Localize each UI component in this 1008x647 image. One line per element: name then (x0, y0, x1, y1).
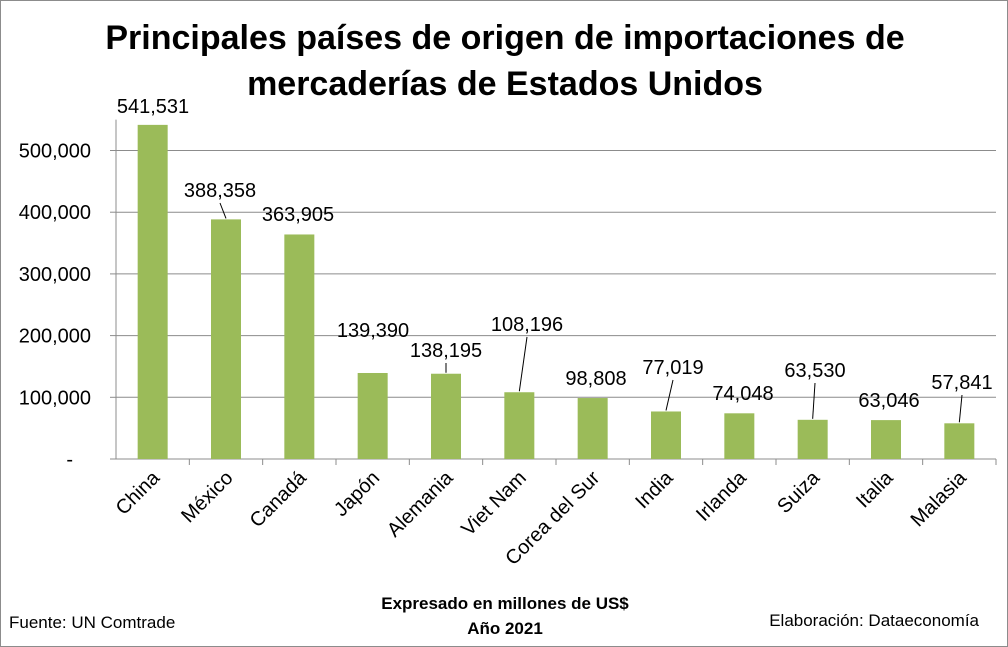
labels: 541,531 China 388,358 México 363,905 Canadá 13… (112, 96, 993, 570)
chart-title-line-1: Principales países de origen de importac… (105, 19, 905, 57)
x-tick-label: Canadá (246, 466, 312, 532)
data-label: 63,530 (784, 360, 845, 382)
x-tick-label: Suiza (773, 466, 825, 518)
x-tick-label: Italia (852, 466, 898, 512)
data-label: 363,905 (262, 204, 334, 226)
data-label-leader (958, 394, 963, 423)
y-tick-label: 200,000 (19, 326, 91, 348)
data-label: 541,531 (117, 96, 189, 118)
bar-japón (357, 372, 388, 459)
bar-canadá (284, 234, 315, 459)
x-tick-label: Japón (330, 467, 384, 521)
axes: - 100,000 200,000 300,000 400,000 500,000 (19, 119, 997, 471)
x-tick-label: India (631, 466, 678, 513)
subtitle-units: Expresado en millones de US$ (381, 594, 629, 613)
credit-note: Elaboración: Dataeconomía (769, 611, 979, 630)
chart-title-line-2: mercaderías de Estados Unidos (247, 65, 763, 103)
data-label-leader (812, 382, 816, 419)
subtitle-year: Año 2021 (467, 619, 543, 638)
y-tick-label: - (66, 449, 73, 471)
gridlines (116, 150, 996, 398)
data-label-leader (219, 202, 227, 219)
y-tick-label: 300,000 (19, 264, 91, 286)
x-tick-label: México (177, 467, 237, 527)
bar-corea-del-sur (577, 398, 608, 459)
chart-title: Principales países de origen de importac… (1, 15, 1008, 107)
x-tick-label: Irlanda (692, 466, 751, 525)
y-tick-label: 400,000 (19, 202, 91, 224)
bar-india (651, 411, 681, 459)
data-label: 388,358 (184, 180, 256, 202)
bar-viet-nam (504, 392, 535, 459)
bar-italia (871, 420, 901, 459)
x-tick-label: China (112, 466, 165, 519)
data-label: 57,841 (931, 372, 992, 394)
chart-subtitle: Expresado en millones de US$ Año 2021 (1, 591, 1008, 641)
data-label: 98,808 (565, 368, 626, 390)
y-tick-label: 500,000 (19, 141, 91, 163)
bar-malasia (944, 423, 975, 459)
data-label: 138,195 (410, 340, 482, 362)
data-label: 139,390 (337, 320, 409, 342)
source-note: Fuente: UN Comtrade (9, 613, 176, 632)
x-tick-label: Malasia (907, 466, 972, 531)
data-label: 63,046 (858, 390, 919, 412)
bar-méxico (211, 219, 241, 459)
x-tick-label: Viet Nam (457, 467, 530, 540)
bars (137, 124, 975, 460)
bar-alemania (431, 373, 461, 459)
data-label-leader (665, 379, 674, 411)
data-label: 77,019 (642, 357, 703, 379)
x-tick-label: Alemania (383, 466, 458, 541)
data-label-leader (518, 336, 528, 392)
bar-china (137, 124, 168, 460)
bar-suiza (797, 419, 828, 459)
data-label: 108,196 (491, 314, 563, 336)
data-label: 74,048 (712, 383, 773, 405)
bar-irlanda (724, 413, 755, 459)
y-tick-label: 100,000 (19, 387, 91, 409)
